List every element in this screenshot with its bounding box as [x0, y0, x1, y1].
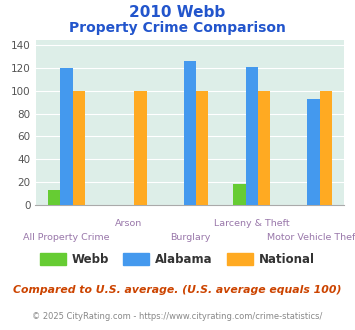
Bar	[258, 91, 270, 205]
Legend: Webb, Alabama, National: Webb, Alabama, National	[35, 248, 320, 271]
Text: Motor Vehicle Theft: Motor Vehicle Theft	[267, 233, 355, 242]
Text: 2010 Webb: 2010 Webb	[129, 5, 226, 20]
Bar	[60, 68, 72, 205]
Bar	[307, 99, 320, 205]
Bar	[246, 67, 258, 205]
Text: Compared to U.S. average. (U.S. average equals 100): Compared to U.S. average. (U.S. average …	[13, 285, 342, 295]
Text: Burglary: Burglary	[170, 233, 210, 242]
Text: Arson: Arson	[115, 219, 142, 228]
Text: Larceny & Theft: Larceny & Theft	[214, 219, 290, 228]
Text: All Property Crime: All Property Crime	[23, 233, 110, 242]
Bar	[233, 184, 246, 205]
Bar	[134, 91, 147, 205]
Bar	[48, 190, 60, 205]
Bar	[320, 91, 332, 205]
Bar	[196, 91, 208, 205]
Bar	[184, 61, 196, 205]
Text: Property Crime Comparison: Property Crime Comparison	[69, 21, 286, 35]
Bar	[72, 91, 85, 205]
Text: © 2025 CityRating.com - https://www.cityrating.com/crime-statistics/: © 2025 CityRating.com - https://www.city…	[32, 312, 323, 321]
